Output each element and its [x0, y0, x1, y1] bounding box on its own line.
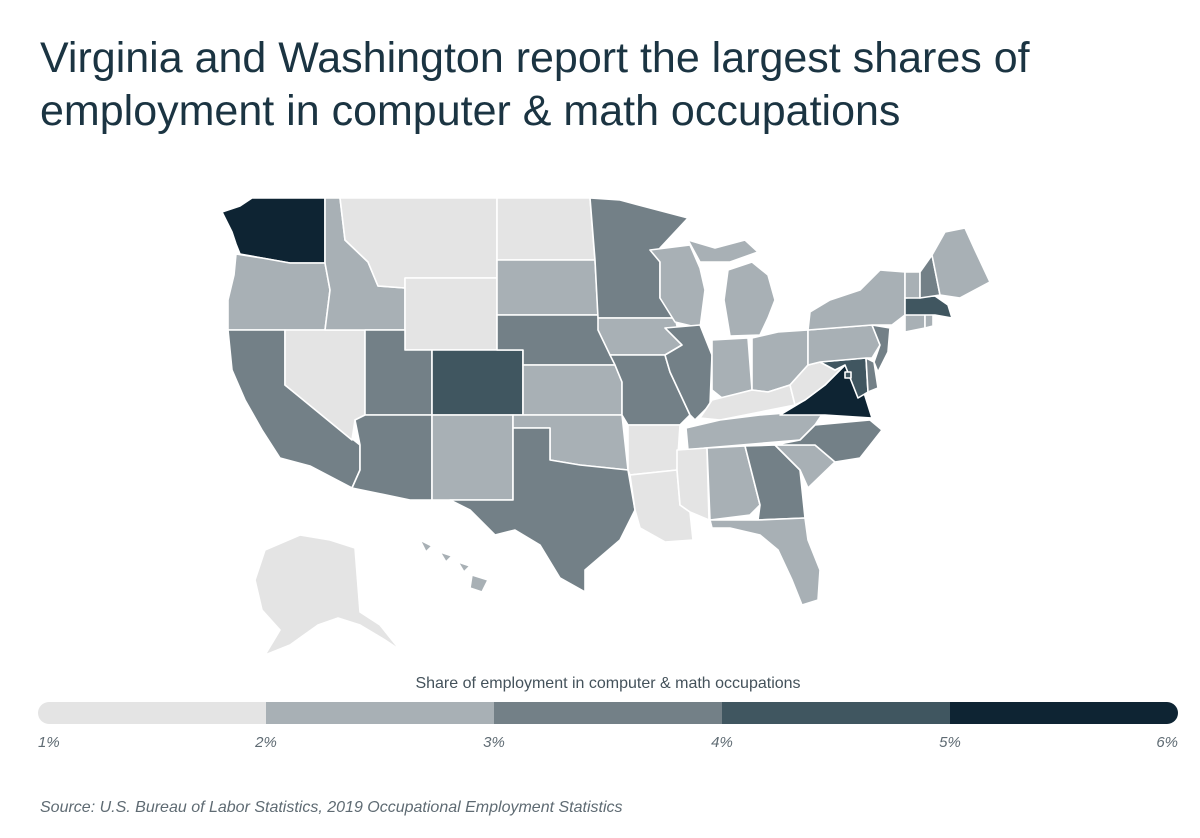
state-ME	[931, 227, 991, 299]
legend-tick-2: 2%	[255, 734, 277, 751]
state-ND	[496, 197, 596, 261]
source-note: Source: U.S. Bureau of Labor Statistics,…	[40, 799, 623, 816]
state-DE	[865, 357, 879, 393]
legend-segment-1	[38, 702, 266, 724]
state-HI	[419, 539, 489, 593]
state-shapes	[221, 197, 991, 656]
legend-tick-5: 5%	[939, 734, 961, 751]
state-NC	[774, 419, 883, 463]
state-FL	[709, 517, 821, 606]
state-IN	[711, 337, 753, 399]
chart-title: Virginia and Washington report the large…	[40, 32, 1160, 138]
state-VT	[904, 271, 921, 299]
state-NJ	[871, 324, 891, 373]
state-WA	[221, 197, 326, 264]
state-NY	[807, 269, 906, 331]
state-DC	[844, 371, 852, 379]
state-IL	[664, 324, 713, 421]
legend-segment-3	[494, 702, 722, 724]
state-MI	[723, 261, 776, 337]
state-AZ	[351, 414, 433, 501]
state-KS	[522, 364, 623, 416]
state-NM	[431, 414, 514, 501]
legend-tick-3: 3%	[483, 734, 505, 751]
legend-title: Share of employment in computer & math o…	[415, 675, 801, 692]
legend-segment-2	[266, 702, 494, 724]
legend-segment-4	[722, 702, 950, 724]
legend-color-bar	[38, 702, 1178, 724]
state-AL	[706, 445, 761, 521]
state-WY	[404, 277, 498, 351]
legend-tick-1: 1%	[38, 734, 60, 751]
state-IA	[597, 317, 683, 356]
chart-title-line-2: employment in computer & math occupation…	[40, 87, 901, 135]
state-MA	[904, 295, 953, 319]
legend-segment-5	[950, 702, 1178, 724]
state-MI-UP	[687, 239, 759, 263]
state-AK	[254, 534, 401, 656]
state-AR	[627, 424, 681, 476]
state-CO	[431, 349, 524, 416]
legend-tick-6: 6%	[1156, 734, 1178, 751]
state-OR	[227, 253, 331, 331]
state-SD	[496, 259, 599, 316]
legend-tick-4: 4%	[711, 734, 733, 751]
chart-title-line-1: Virginia and Washington report the large…	[40, 34, 1030, 82]
state-TX	[449, 427, 636, 593]
